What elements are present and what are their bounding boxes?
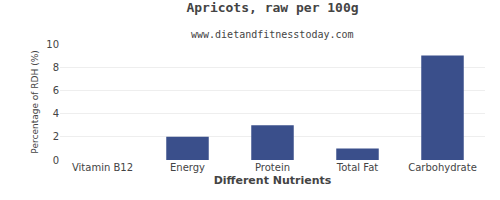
svg-text:Vitamin B12: Vitamin B12 xyxy=(72,162,133,173)
svg-text:Percentage of RDH (%): Percentage of RDH (%) xyxy=(30,50,40,153)
svg-text:0: 0 xyxy=(53,155,59,166)
svg-text:Protein: Protein xyxy=(255,162,290,173)
svg-text:2: 2 xyxy=(53,131,59,142)
svg-text:Apricots, raw per 100g: Apricots, raw per 100g xyxy=(186,0,358,15)
svg-text:www.dietandfitnesstoday.com: www.dietandfitnesstoday.com xyxy=(191,29,354,40)
svg-text:10: 10 xyxy=(46,39,59,50)
svg-text:Total Fat: Total Fat xyxy=(336,162,378,173)
svg-text:4: 4 xyxy=(53,108,59,119)
svg-text:8: 8 xyxy=(53,62,59,73)
svg-text:Different Nutrients: Different Nutrients xyxy=(214,174,332,187)
svg-text:6: 6 xyxy=(53,85,59,96)
svg-text:Carbohydrate: Carbohydrate xyxy=(408,162,477,173)
svg-text:Energy: Energy xyxy=(170,162,205,173)
